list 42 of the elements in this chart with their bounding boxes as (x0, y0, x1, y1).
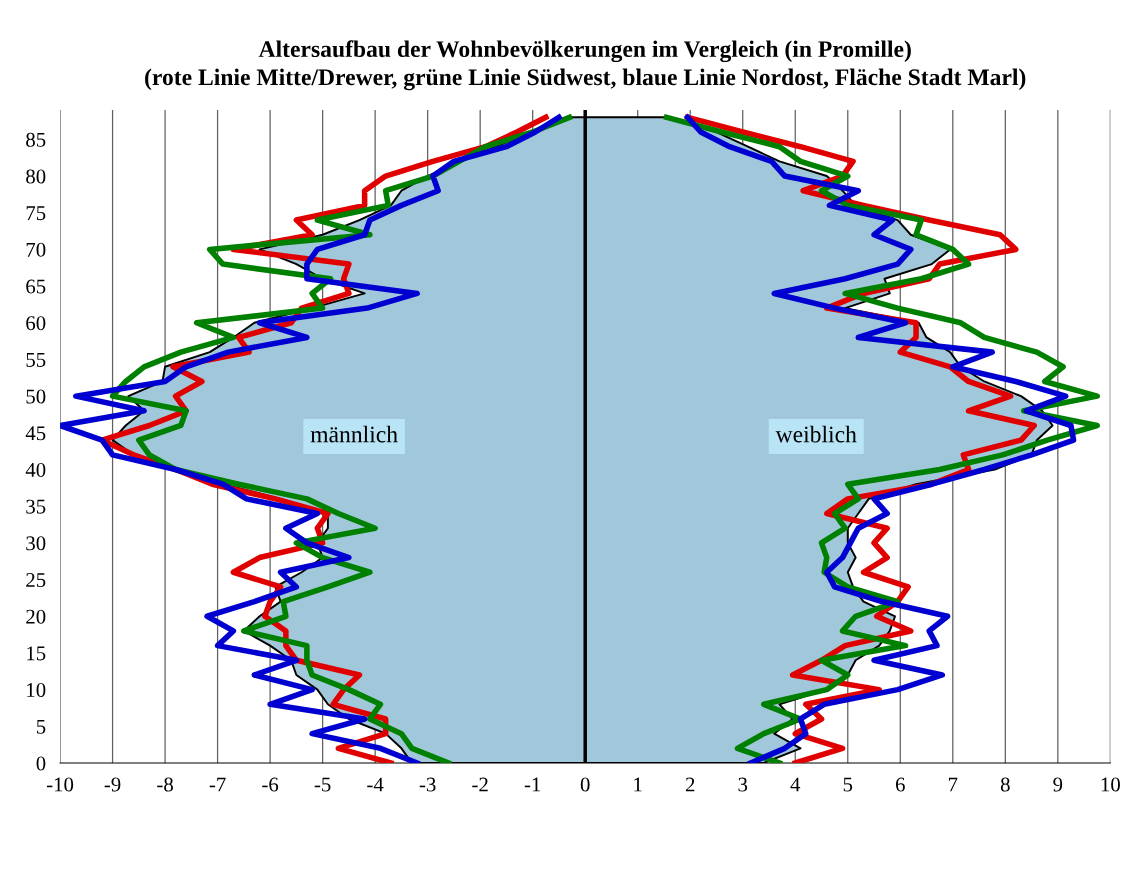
y-tick-label: 15 (27, 646, 46, 661)
annotation: weiblich (775, 425, 857, 443)
x-tick-label: 4 (790, 777, 801, 792)
x-tick-label: -7 (209, 777, 226, 792)
x-tick-label: 3 (738, 777, 748, 792)
y-tick-label: 45 (25, 426, 46, 441)
y-tick-label: 60 (26, 316, 46, 331)
y-tick-label: 75 (26, 206, 46, 221)
y-tick-label: 10 (27, 683, 46, 698)
x-tick-label: 0 (580, 777, 590, 792)
y-tick-label: 70 (26, 242, 46, 257)
y-tick-label: 65 (26, 279, 46, 294)
x-tick-label: 5 (843, 777, 853, 792)
y-tick-label: 40 (25, 462, 46, 477)
x-tick-label: -9 (104, 777, 121, 792)
x-tick-label: 6 (895, 777, 905, 792)
y-tick-label: 30 (26, 536, 46, 551)
y-tick-label: 25 (26, 573, 46, 588)
y-tick-label: 80 (26, 169, 46, 184)
y-tick-label: 55 (26, 353, 46, 367)
annotation: männlich (310, 425, 398, 443)
x-tick-label: -8 (157, 777, 173, 792)
y-tick-label: 0 (36, 756, 46, 771)
y-tick-label: 35 (26, 499, 46, 514)
x-tick-label: -6 (262, 777, 279, 792)
x-tick-label: -5 (314, 777, 331, 792)
x-tick-label: 8 (1000, 777, 1010, 792)
x-tick-label: 10 (1101, 777, 1120, 792)
x-tick-label: -3 (419, 777, 436, 792)
x-tick-label: 9 (1053, 777, 1063, 792)
chart-title: Altersaufbau der Wohnbevölkerungen im Vergleich (in Promille) (rote Linie Mitte/Drewer, grüne Linie Südwest, blaue Linie Nordost, Fläche Stadt Marl) (145, 40, 1026, 91)
x-tick-label: 1 (634, 777, 642, 792)
y-tick-label: 85 (26, 132, 46, 147)
x-tick-label: 7 (948, 777, 958, 792)
x-tick-label: -4 (367, 777, 384, 792)
y-tick-label: 5 (36, 719, 46, 734)
y-tick-label: 50 (26, 389, 46, 404)
x-tick-label: 2 (685, 777, 695, 792)
x-tick-label: -1 (524, 777, 541, 792)
x-tick-label: -2 (472, 777, 488, 792)
y-tick-label: 20 (26, 609, 46, 624)
x-tick-label: -10 (46, 777, 74, 792)
